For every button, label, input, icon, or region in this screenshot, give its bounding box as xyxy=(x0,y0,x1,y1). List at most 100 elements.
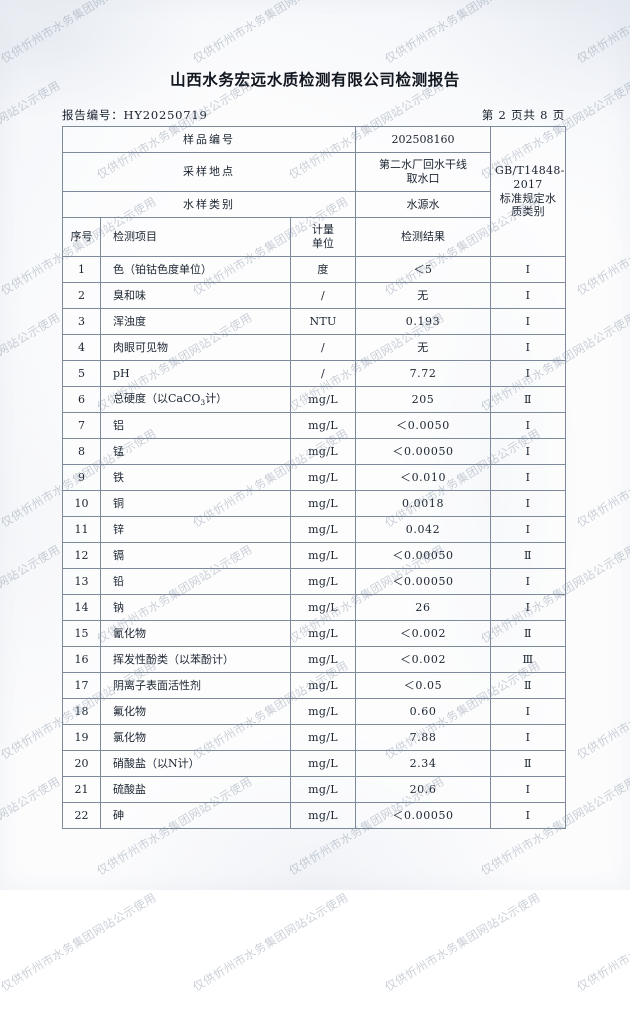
table-row: 6 总硬度（以CaCO3计） mg/L 205 Ⅱ xyxy=(62,386,567,413)
watermark-text: 仅供忻州市水务集团网站公示使用 xyxy=(190,890,351,995)
page-title: 山西水务宏远水质检测有限公司检测报告 xyxy=(170,71,460,89)
table-row: 19 氯化物 mg/L 7.88 Ⅰ xyxy=(62,724,567,751)
table-row: 18 氟化物 mg/L 0.60 Ⅰ xyxy=(62,698,567,725)
table-row: 5 pH/7.72 Ⅰ xyxy=(62,360,567,387)
cell-row-number: 6 xyxy=(62,386,101,413)
cell-test-item: 硝酸盐（以N计） xyxy=(100,750,291,777)
sample-info-label: 水样类别 xyxy=(61,191,357,218)
cell-unit: mg/L xyxy=(289,724,357,751)
cell-test-item: 铁 xyxy=(100,464,291,491)
cell-row-number: 1 xyxy=(62,256,101,283)
table-row: 1 色（铂钴色度单位）度＜5 Ⅰ xyxy=(62,256,567,283)
cell-unit: mg/L xyxy=(289,802,357,829)
cell-unit: mg/L xyxy=(289,412,357,439)
table-row: 2 臭和味 / 无 Ⅰ xyxy=(62,282,567,309)
cell-row-number: 11 xyxy=(62,516,101,543)
cell-result: ＜0.05 xyxy=(355,672,492,699)
sample-info-label: 样品编号 xyxy=(61,126,357,153)
standard-reference-cell: GB/T14848-2017 标准规定水质类别 xyxy=(490,126,567,257)
table-row: 20 硝酸盐（以N计） mg/L 2.34 Ⅱ xyxy=(62,750,567,777)
cell-result: 20.6 xyxy=(355,776,492,803)
cell-result: ＜0.002 xyxy=(355,620,492,647)
table-row: 15 氰化物 mg/L ＜0.002 Ⅱ xyxy=(62,620,567,647)
table-row: 11 锌 mg/L 0.042 Ⅰ xyxy=(62,516,567,543)
cell-result: ＜5 xyxy=(355,256,492,283)
cell-quality-grade: Ⅰ xyxy=(490,256,567,283)
cell-row-number: 7 xyxy=(62,412,101,439)
cell-test-item: 铜 xyxy=(100,490,291,517)
cell-row-number: 19 xyxy=(62,724,101,751)
cell-quality-grade: Ⅰ xyxy=(490,438,567,465)
cell-unit: mg/L xyxy=(289,516,357,543)
cell-quality-grade: Ⅰ xyxy=(490,308,567,335)
cell-result: ＜0.00050 xyxy=(355,568,492,595)
cell-row-number: 5 xyxy=(62,360,101,387)
cell-row-number: 8 xyxy=(62,438,101,465)
table-row: 8 锰 mg/L ＜0.00050 Ⅰ xyxy=(62,438,567,465)
cell-row-number: 10 xyxy=(62,490,101,517)
report-document: 山西水务宏远水质检测有限公司检测报告 报告编号：HY20250719 第 2 页… xyxy=(61,71,567,829)
report-meta-row: 报告编号：HY20250719 第 2 页共 8 页 xyxy=(62,107,565,123)
watermark-text: 仅供忻州市水务集团网站公示使用 xyxy=(382,890,543,995)
table-row: 4 肉眼可见物 / 无 Ⅰ xyxy=(62,334,567,361)
cell-result: 7.88 xyxy=(355,724,492,751)
table-row: 14 钠 mg/L 26 Ⅰ xyxy=(62,594,567,621)
cell-quality-grade: Ⅰ xyxy=(490,464,567,491)
cell-row-number: 17 xyxy=(62,672,101,699)
cell-result: 26 xyxy=(355,594,492,621)
cell-row-number: 16 xyxy=(62,646,101,673)
cell-row-number: 9 xyxy=(62,464,101,491)
cell-unit: / xyxy=(289,360,357,387)
cell-quality-grade: Ⅱ xyxy=(490,542,567,569)
cell-row-number: 13 xyxy=(62,568,101,595)
cell-row-number: 20 xyxy=(62,750,101,777)
cell-row-number: 21 xyxy=(62,776,101,803)
cell-unit: mg/L xyxy=(289,568,357,595)
cell-test-item: 钠 xyxy=(100,594,291,621)
cell-result: ＜0.00050 xyxy=(355,542,492,569)
cell-test-item: 硫酸盐 xyxy=(100,776,291,803)
cell-quality-grade: Ⅰ xyxy=(490,412,567,439)
cell-unit: mg/L xyxy=(289,646,357,673)
cell-result: ＜0.002 xyxy=(355,646,492,673)
sample-info-value: 202508160 xyxy=(355,126,492,153)
cell-result: ＜0.0050 xyxy=(355,412,492,439)
column-header-no: 序号 xyxy=(62,217,101,257)
water-quality-results-table: 样品编号 202508160 GB/T14848-2017 标准规定水质类别 采样地点第… xyxy=(61,126,567,829)
sample-info-label: 采样地点 xyxy=(61,152,357,192)
cell-result: 无 xyxy=(355,282,492,309)
cell-result: 2.34 xyxy=(355,750,492,777)
cell-result: 205 xyxy=(355,386,492,413)
cell-quality-grade: Ⅰ xyxy=(490,516,567,543)
cell-quality-grade: Ⅱ xyxy=(490,750,567,777)
cell-quality-grade: Ⅰ xyxy=(490,776,567,803)
cell-row-number: 15 xyxy=(62,620,101,647)
cell-quality-grade: Ⅱ xyxy=(490,386,567,413)
cell-row-number: 14 xyxy=(62,594,101,621)
cell-row-number: 3 xyxy=(62,308,101,335)
cell-test-item: 挥发性酚类（以苯酚计） xyxy=(100,646,291,673)
cell-quality-grade: Ⅱ xyxy=(490,620,567,647)
cell-test-item: 锌 xyxy=(100,516,291,543)
table-row: 10 铜 mg/L 0.0018 Ⅰ xyxy=(62,490,567,517)
column-header-item: 检测项目 xyxy=(100,217,291,257)
cell-result: 0.0018 xyxy=(355,490,492,517)
cell-row-number: 22 xyxy=(62,802,101,829)
cell-unit: mg/L xyxy=(289,620,357,647)
cell-unit: mg/L xyxy=(289,464,357,491)
sample-info-value: 第二水厂回水干线 取水口 xyxy=(355,152,492,192)
cell-result: ＜0.00050 xyxy=(355,438,492,465)
sample-info-row: 样品编号 202508160 GB/T14848-2017 标准规定水质类别 xyxy=(61,126,567,257)
cell-quality-grade: Ⅰ xyxy=(490,282,567,309)
cell-test-item: 铅 xyxy=(100,568,291,595)
table-row: 7 铝 mg/L ＜0.0050 Ⅰ xyxy=(62,412,567,439)
cell-test-item: 总硬度（以CaCO3计） xyxy=(100,386,291,413)
table-row: 3 浑浊度 NTU 0.193 Ⅰ xyxy=(62,308,567,335)
cell-test-item: 氯化物 xyxy=(100,724,291,751)
cell-result: ＜0.010 xyxy=(355,464,492,491)
cell-unit: 度 xyxy=(289,256,357,283)
sample-info-row: 水样类别 水源水 xyxy=(61,191,566,218)
report-number: 报告编号：HY20250719 xyxy=(62,108,208,122)
cell-quality-grade: Ⅰ xyxy=(490,594,567,621)
cell-test-item: 臭和味 xyxy=(100,282,291,309)
